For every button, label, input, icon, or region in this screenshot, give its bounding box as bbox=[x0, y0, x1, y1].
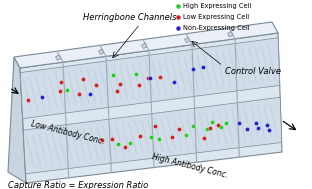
Text: High Antibody Conc.: High Antibody Conc. bbox=[151, 153, 229, 180]
Text: Capture Ratio = Expression Ratio: Capture Ratio = Expression Ratio bbox=[8, 180, 148, 189]
Polygon shape bbox=[99, 49, 104, 54]
Text: Low Antibody Conc.: Low Antibody Conc. bbox=[30, 119, 105, 146]
Text: High Expressing Cell: High Expressing Cell bbox=[183, 3, 251, 9]
Polygon shape bbox=[20, 33, 282, 183]
Text: Control Valve: Control Valve bbox=[225, 67, 281, 77]
Polygon shape bbox=[227, 32, 233, 37]
Polygon shape bbox=[20, 38, 280, 119]
Text: Low Expressing Cell: Low Expressing Cell bbox=[183, 14, 249, 20]
Polygon shape bbox=[23, 97, 282, 174]
Polygon shape bbox=[142, 43, 147, 49]
Text: Non-Expressing Cell: Non-Expressing Cell bbox=[183, 25, 250, 31]
Polygon shape bbox=[56, 55, 61, 60]
Polygon shape bbox=[14, 22, 278, 68]
Polygon shape bbox=[8, 57, 26, 183]
Text: Herringbone Channels: Herringbone Channels bbox=[83, 13, 177, 22]
Polygon shape bbox=[184, 37, 190, 43]
